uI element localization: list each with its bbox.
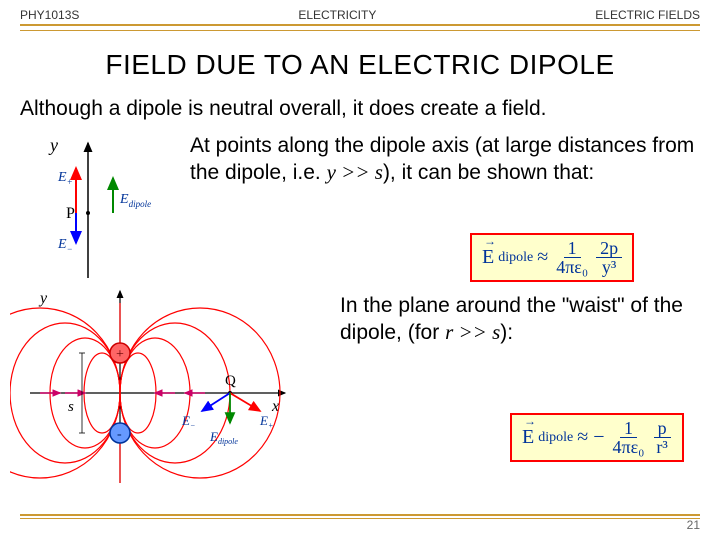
q-label: Q (225, 373, 236, 389)
svg-text:E−: E− (181, 413, 195, 430)
eq2-lhs: E (522, 426, 534, 449)
eq1-frac2: 2py³ (596, 239, 622, 276)
svg-text:-: - (117, 427, 122, 442)
y-axis-label: y (48, 135, 58, 155)
page-title: FIELD DUE TO AN ELECTRIC DIPOLE (20, 49, 700, 81)
page-number: 21 (687, 518, 700, 532)
equation-waist: Edipole ≈ − 14πε₀ pr³ (510, 413, 684, 462)
header-center: ELECTRICITY (298, 8, 376, 22)
svg-text:E+: E+ (259, 413, 273, 430)
eq1-lhs: E (482, 246, 494, 269)
point-p-label: P (66, 205, 75, 222)
footer-rule (20, 514, 700, 516)
approx-sign-2: ≈ − (577, 426, 604, 449)
fieldlines-diagram: y x + (10, 283, 290, 493)
text1-condition: y >> s (327, 160, 383, 184)
intro-text: Although a dipole is neutral overall, it… (20, 97, 700, 121)
svg-text:+: + (116, 347, 124, 362)
text1-part-c: ), it can be shown that: (383, 161, 594, 184)
svg-text:Edipole: Edipole (209, 429, 238, 446)
eq2-frac1: 14πε₀ (608, 419, 648, 456)
waist-text: In the plane around the "waist" of the d… (340, 293, 720, 347)
eq1-lhs-sub: dipole (498, 250, 533, 266)
text2-condition: r >> s (445, 320, 500, 344)
equation-box-2: Edipole ≈ − 14πε₀ pr³ (510, 413, 684, 462)
text2-part-c: ): (500, 321, 513, 344)
footer-rule-2 (20, 518, 700, 519)
eq1-frac1: 14πε₀ (552, 239, 592, 276)
s-label: s (68, 399, 74, 415)
d2-y-label: y (38, 290, 48, 307)
header-left: PHY1013S (20, 8, 79, 22)
header-rule (20, 30, 700, 31)
svg-text:Edipole: Edipole (119, 192, 151, 209)
eq2-lhs-sub: dipole (538, 430, 573, 446)
axial-text: At points along the dipole axis (at larg… (190, 133, 720, 187)
eq2-frac2: pr³ (652, 419, 671, 456)
svg-text:E+: E+ (57, 170, 73, 187)
header-right: ELECTRIC FIELDS (595, 8, 700, 22)
content-area: y P E+ E− Edipole At points along the di… (20, 133, 700, 513)
header-bar: PHY1013S ELECTRICITY ELECTRIC FIELDS (20, 8, 700, 26)
axial-diagram: y P E+ E− Edipole (28, 133, 188, 283)
equation-axial: Edipole ≈ 14πε₀ 2py³ (470, 233, 634, 282)
svg-text:E−: E− (57, 237, 73, 254)
slide-page: PHY1013S ELECTRICITY ELECTRIC FIELDS FIE… (0, 0, 720, 540)
approx-sign: ≈ (537, 246, 548, 269)
equation-box: Edipole ≈ 14πε₀ 2py³ (470, 233, 634, 282)
